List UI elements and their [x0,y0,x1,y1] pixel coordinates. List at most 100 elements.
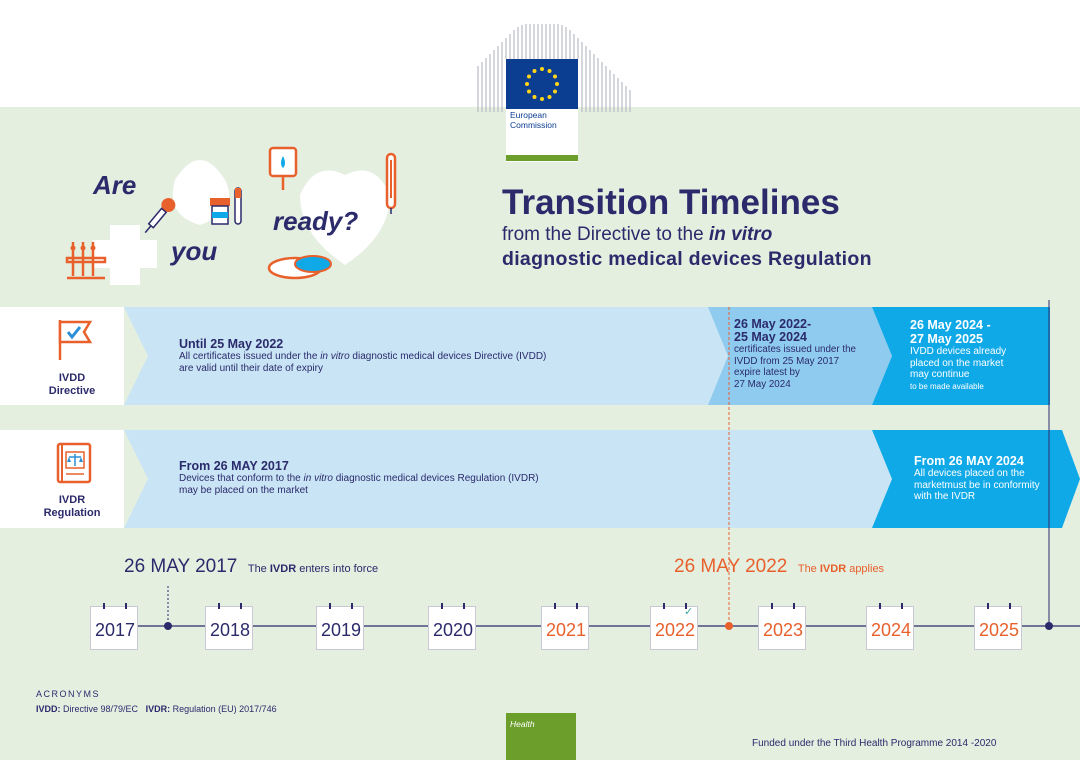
year-label: 2017 [94,620,136,640]
2017-marker [164,622,172,630]
ivdr-seg2-body-1: All devices placed on the [914,468,1025,479]
word-ready: ready? [273,206,359,236]
calendar-ring-icon [663,603,665,609]
ivdd-row-arrows [124,307,1050,405]
ivdr-segment-1: From 26 MAY 2017 Devices that conform to… [179,459,699,497]
checkmark-icon: ✓ [684,606,694,618]
ivdd-seg3-lead-2: 27 May 2025 [910,332,983,346]
calendar-ring-icon [554,603,556,609]
ivdr-segment-2: From 26 MAY 2024 All devices placed on t… [914,454,1064,503]
acronym-ivdd-value: Directive 98/79/EC [60,704,139,714]
milestone-2017-text-c: enters into force [296,563,379,575]
ivdr-label-text: IVDR Regulation [32,494,112,520]
ivdd-seg2-body-1: certificates issued under the [734,344,856,355]
ivdd-seg2-body-3: expire latest by [734,367,800,378]
year-label: 2025 [978,620,1020,640]
milestone-2017-text-b: IVDR [269,563,297,575]
calendar-ring-icon [987,603,989,609]
flag-check-icon [56,318,96,367]
year-label: 2018 [209,620,251,640]
ivdr-row-arrows [124,430,1080,528]
acronyms-heading: ACRONYMS [36,689,101,699]
milestone-2022-text-c: applies [846,563,885,575]
2022-marker [725,622,733,630]
ivdd-seg1-body-b: diagnostic medical devices Directive (IV… [349,351,547,362]
ivdd-seg2-body-2: IVDD from 25 May 2017 [734,355,840,367]
year-calendar-2017: 2017 [90,603,138,650]
calendar-ring-icon [1009,603,1011,609]
year-label: 2023 [762,620,804,640]
calendar-ring-icon [771,603,773,609]
acronyms-list: IVDD: Directive 98/79/EC IVDR: Regulatio… [36,704,277,714]
eu-flag-icon [506,59,578,109]
year-label: 2022 [654,620,696,640]
calendar-ring-icon [240,603,242,609]
milestone-2022-text-b: IVDR [819,563,847,575]
ivdd-seg3-body-3: may continue [910,369,970,380]
year-calendar-2020: 2020 [428,603,476,650]
ivdd-label-line2: Directive [48,385,96,397]
word-you: you [171,236,218,266]
year-calendar-2025: 2025 [974,603,1022,650]
ivdr-seg1-body-b: diagnostic medical devices Regulation (I… [332,473,539,484]
year-calendar-2024: 2024 [866,603,914,650]
year-calendar-2018: 2018 [205,603,253,650]
health-tab: Health [506,713,576,760]
ivdr-seg2-lead: From 26 MAY 2024 [914,454,1024,468]
acronym-ivdr-value: Regulation (EU) 2017/746 [170,704,277,714]
milestone-2017-text-a: The [247,563,270,575]
logo-line-commission: Commission [510,120,557,130]
year-calendar-2019: 2019 [316,603,364,650]
ivdr-seg1-body-line2: may be placed on the market [179,485,308,496]
subtitle-emphasis: in vitro [708,224,773,245]
funding-text: Funded under the Third Health Programme … [752,738,997,749]
european-commission-logo: European Commission [474,22,634,162]
calendar-ring-icon [103,603,105,609]
page-subtitle-line2: diagnostic medical devices Regulation [502,248,872,270]
page-title: Transition Timelines [502,183,840,222]
ivdr-seg1-body: Devices that conform to the in vitro dia… [179,473,699,497]
acronym-ivdr-key: IVDR: [145,704,171,714]
calendar-ring-icon [441,603,443,609]
ivdr-seg2-body-3: with the IVDR [914,491,976,502]
acronym-ivdd-key: IVDD: [36,704,61,714]
ivdr-seg2-body-2: marketmust be in conformity [914,479,1040,491]
page-subtitle-line1: from the Directive to the in vitro [502,224,772,246]
ivdr-seg1-body-a: Devices that conform to the [179,473,304,484]
year-label: 2024 [870,620,912,640]
ivdd-label-line1: IVDD [58,372,86,384]
ivdd-seg2-body-4: 27 May 2024 [734,378,791,390]
year-label: 2021 [545,620,587,640]
building-lines-icon [477,24,631,112]
calendar-ring-icon [125,603,127,609]
ivdd-segment-2: 26 May 2022- 25 May 2024 certificates is… [734,318,884,390]
ivdd-seg3-body-2: placed on the market [910,357,1004,369]
ivdd-seg1-body-a: All certificates issued under the [179,351,321,362]
ivdd-segment-3: 26 May 2024 - 27 May 2025 IVDD devices a… [910,318,1045,392]
ivdd-seg3-body-1: IVDD devices already [910,346,1007,357]
ivdd-seg3-body-4: to be made available [910,381,984,391]
calendar-ring-icon [793,603,795,609]
word-are: Are [93,170,137,200]
year-calendar-2023: 2023 [758,603,806,650]
milestone-2017-date: 26 MAY 2017 [124,556,238,577]
ivdr-label-line1: IVDR [58,494,86,506]
are-you-ready-illustration: Are you ready? [55,140,415,290]
ivdd-seg1-body-line2: are valid until their date of expiry [179,363,323,374]
logo-text: European Commission [510,110,578,130]
calendar-ring-icon [901,603,903,609]
calendar-ring-icon [329,603,331,609]
ivdd-seg1-lead: Until 25 May 2022 [179,337,284,351]
medical-icons-illustration [65,146,397,285]
year-calendar-2021: 2021 [541,603,589,650]
milestone-2022-text-a: The [797,563,820,575]
ivdr-seg1-lead: From 26 MAY 2017 [179,459,289,473]
calendar-ring-icon [879,603,881,609]
calendar-ring-icon [218,603,220,609]
ivdd-seg3-lead-1: 26 May 2024 - [910,318,991,332]
2025-marker [1045,622,1053,630]
ivdd-seg2-body: certificates issued under the IVDD from … [734,344,884,390]
ivdd-label-text: IVDD Directive [32,372,112,398]
milestone-2022: 26 MAY 2022 The IVDR applies [674,556,884,578]
year-label: 2019 [320,620,362,640]
